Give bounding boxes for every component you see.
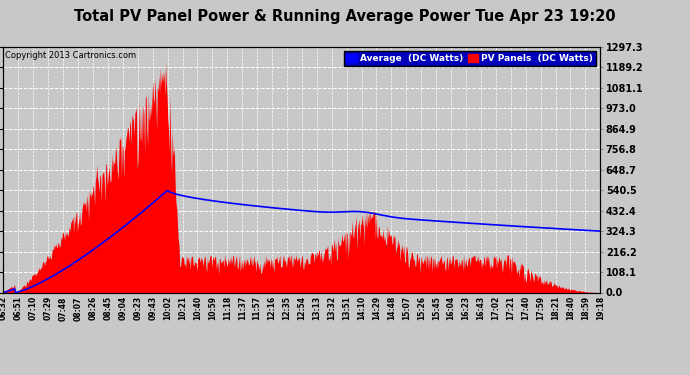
- Text: 17:02: 17:02: [491, 296, 500, 321]
- Text: 10:02: 10:02: [163, 296, 172, 320]
- Text: Total PV Panel Power & Running Average Power Tue Apr 23 19:20: Total PV Panel Power & Running Average P…: [75, 9, 615, 24]
- Text: 10:40: 10:40: [193, 296, 202, 320]
- Text: 11:57: 11:57: [253, 296, 262, 320]
- Text: 12:16: 12:16: [268, 296, 277, 320]
- Text: 12:54: 12:54: [297, 296, 306, 320]
- Text: 14:48: 14:48: [387, 296, 396, 321]
- Text: 06:32: 06:32: [0, 296, 8, 320]
- Text: 09:23: 09:23: [133, 296, 142, 320]
- Text: 16:23: 16:23: [462, 296, 471, 320]
- Text: 08:45: 08:45: [104, 296, 112, 320]
- Text: 18:21: 18:21: [551, 296, 560, 321]
- Text: 18:59: 18:59: [581, 296, 590, 320]
- Text: 13:51: 13:51: [342, 296, 351, 320]
- Text: 11:37: 11:37: [237, 296, 247, 321]
- Text: 07:29: 07:29: [43, 296, 52, 321]
- Text: Copyright 2013 Cartronics.com: Copyright 2013 Cartronics.com: [5, 51, 136, 60]
- Text: 09:04: 09:04: [118, 296, 128, 320]
- Text: 13:13: 13:13: [313, 296, 322, 320]
- Text: 17:59: 17:59: [536, 296, 545, 320]
- Text: 08:07: 08:07: [74, 296, 83, 321]
- Text: 07:10: 07:10: [29, 296, 38, 321]
- Text: 09:43: 09:43: [148, 296, 157, 320]
- Text: 15:45: 15:45: [432, 296, 441, 320]
- Legend: Average  (DC Watts), PV Panels  (DC Watts): Average (DC Watts), PV Panels (DC Watts): [344, 51, 595, 66]
- Text: 19:18: 19:18: [595, 296, 605, 321]
- Text: 17:40: 17:40: [521, 296, 530, 321]
- Text: 17:21: 17:21: [506, 296, 515, 321]
- Text: 11:18: 11:18: [223, 296, 232, 321]
- Text: 07:48: 07:48: [59, 296, 68, 321]
- Text: 16:04: 16:04: [446, 296, 455, 320]
- Text: 14:10: 14:10: [357, 296, 366, 320]
- Text: 10:21: 10:21: [178, 296, 187, 320]
- Text: 18:40: 18:40: [566, 296, 575, 321]
- Text: 08:26: 08:26: [88, 296, 97, 321]
- Text: 06:51: 06:51: [14, 296, 23, 320]
- Text: 14:29: 14:29: [372, 296, 381, 320]
- Text: 12:35: 12:35: [282, 296, 291, 320]
- Text: 10:59: 10:59: [208, 296, 217, 320]
- Text: 15:26: 15:26: [417, 296, 426, 320]
- Text: 15:07: 15:07: [402, 296, 411, 320]
- Text: 13:32: 13:32: [327, 296, 336, 320]
- Text: 16:43: 16:43: [476, 296, 486, 320]
